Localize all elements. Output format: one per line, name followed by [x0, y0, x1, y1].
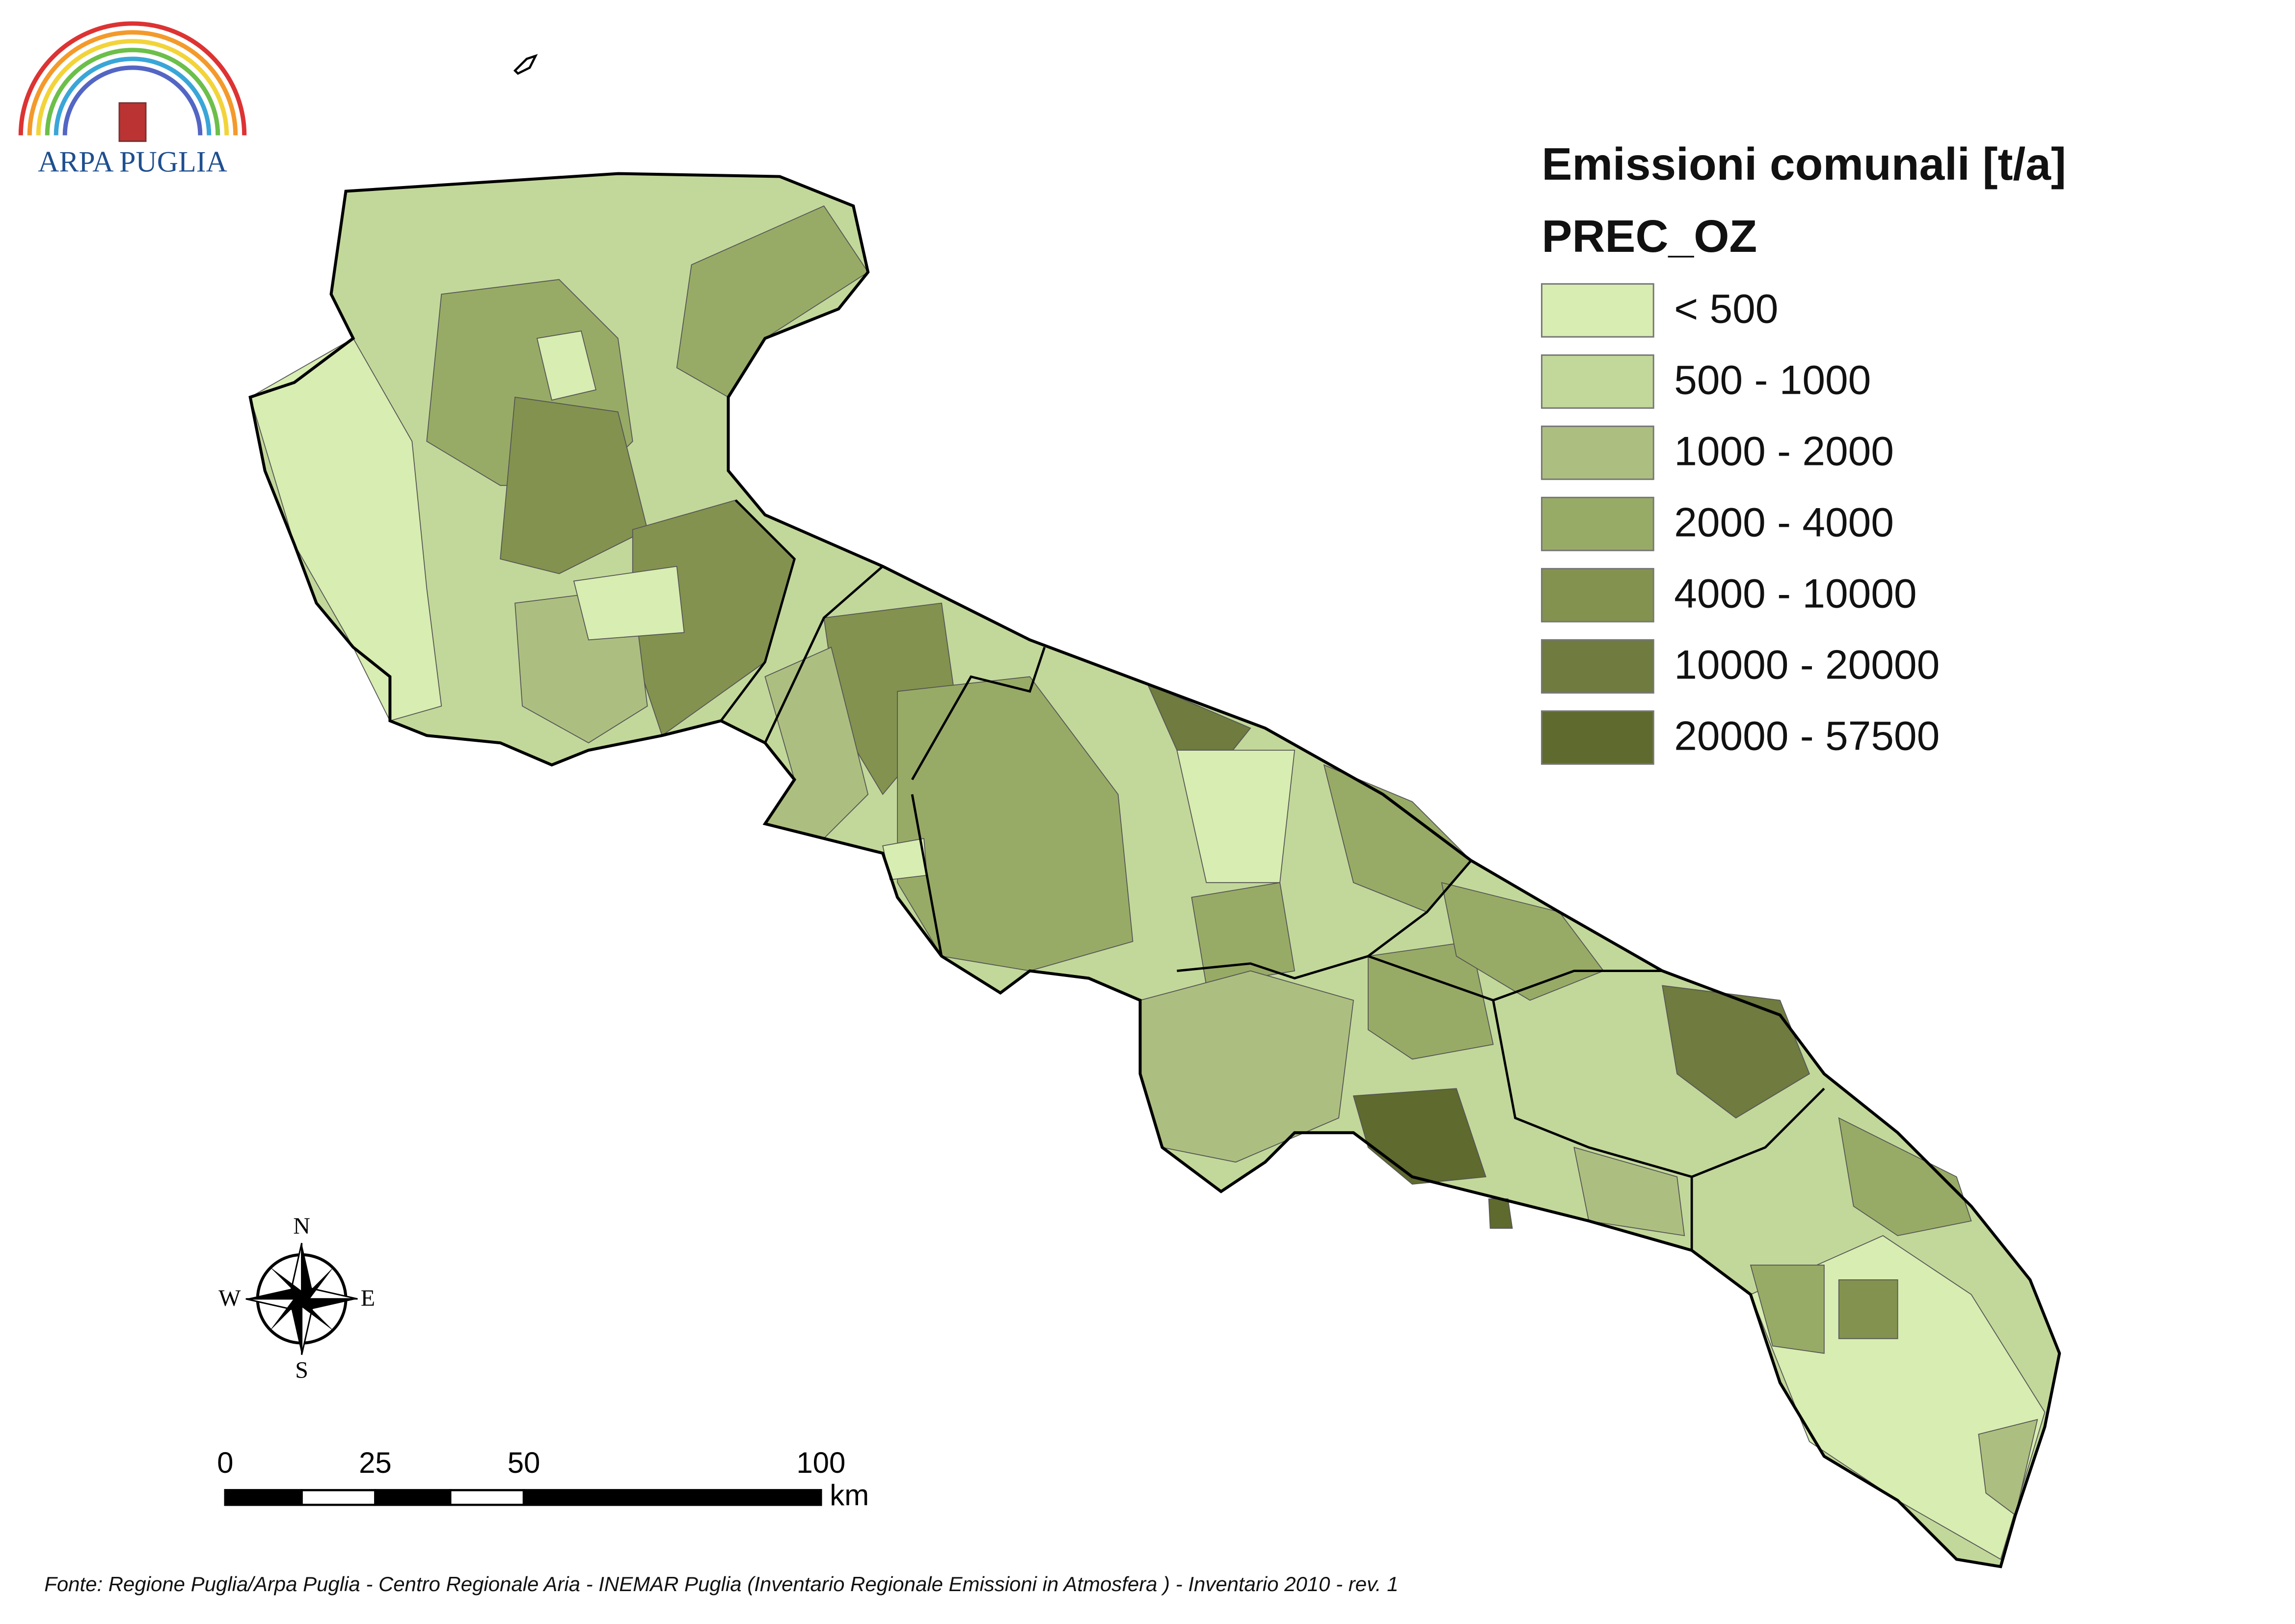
compass-south: S — [295, 1357, 308, 1383]
scale-segment — [224, 1489, 303, 1506]
region — [1191, 882, 1296, 986]
region — [1662, 985, 1810, 1119]
logo-emblem — [118, 102, 147, 142]
legend-swatch — [1541, 639, 1654, 694]
scale-segment — [300, 1489, 377, 1506]
logo-arc — [27, 30, 238, 135]
legend-subtitle: PREC_OZ — [1542, 211, 1757, 262]
legend-swatch — [1541, 496, 1654, 551]
region — [1441, 882, 1604, 1001]
region-layer — [248, 54, 2061, 1569]
region — [536, 330, 596, 401]
legend-label: 10000 - 20000 — [1674, 642, 1940, 688]
logo-arc — [18, 21, 247, 135]
region — [897, 676, 1134, 972]
compass-east: E — [361, 1285, 375, 1311]
scale-label: 50 — [508, 1446, 540, 1479]
logo-arc — [45, 48, 220, 135]
legend-title: Emissioni comunali [t/a] — [1542, 138, 2066, 189]
legend-swatch — [1541, 354, 1654, 409]
region — [1838, 1117, 1972, 1236]
region — [1838, 1279, 1898, 1339]
region — [1352, 1088, 1486, 1185]
legend-label: < 500 — [1674, 285, 1778, 331]
province-boundary — [720, 499, 1825, 1250]
region — [249, 337, 442, 722]
legend: < 500 500 - 1000 1000 - 2000 2000 - 4000 400… — [1541, 283, 1940, 765]
legend-swatch — [1541, 710, 1654, 765]
scale-segment — [374, 1489, 452, 1506]
compass-north: N — [293, 1213, 310, 1239]
logo — [18, 21, 247, 142]
scale-segment — [522, 1489, 822, 1506]
compass-west: W — [218, 1285, 241, 1311]
scale-label: 100 — [796, 1446, 845, 1479]
legend-label: 20000 - 57500 — [1674, 713, 1940, 759]
logo-text: ARPA PUGLIA — [38, 145, 227, 178]
scale-unit: km — [830, 1479, 869, 1512]
scale-bar — [224, 1489, 822, 1506]
legend-label: 500 - 1000 — [1674, 356, 1871, 403]
legend-swatch — [1541, 283, 1654, 338]
region — [573, 566, 685, 641]
legend-swatch — [1541, 425, 1654, 480]
logo-arc — [54, 56, 212, 135]
scale-label: 25 — [359, 1446, 392, 1479]
legend-swatch — [1541, 568, 1654, 623]
scale-label: 0 — [217, 1446, 233, 1479]
legend-label: 4000 - 10000 — [1674, 570, 1917, 616]
logo-arc — [62, 65, 203, 135]
scale-segment — [449, 1489, 525, 1506]
region — [1488, 1198, 1513, 1229]
source-note: Fonte: Regione Puglia/Arpa Puglia - Cent… — [44, 1572, 1398, 1596]
coastline — [248, 172, 2061, 1569]
logo-arc — [36, 39, 229, 135]
legend-label: 1000 - 2000 — [1674, 428, 1894, 474]
region — [500, 396, 648, 574]
legend-label: 2000 - 4000 — [1674, 499, 1894, 545]
region — [1750, 1264, 1825, 1354]
island — [513, 54, 538, 75]
region — [1573, 1146, 1685, 1237]
